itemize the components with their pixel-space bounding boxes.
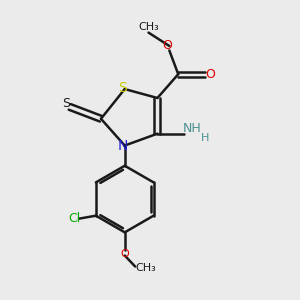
Text: N: N xyxy=(118,139,128,152)
Text: S: S xyxy=(118,81,127,94)
Text: Cl: Cl xyxy=(68,212,80,225)
Text: NH: NH xyxy=(183,122,202,135)
Text: CH₃: CH₃ xyxy=(135,263,156,273)
Text: CH₃: CH₃ xyxy=(138,22,159,32)
Text: S: S xyxy=(62,98,70,110)
Text: H: H xyxy=(201,133,209,143)
Text: O: O xyxy=(162,40,172,52)
Text: O: O xyxy=(120,249,129,259)
Text: O: O xyxy=(206,68,215,81)
